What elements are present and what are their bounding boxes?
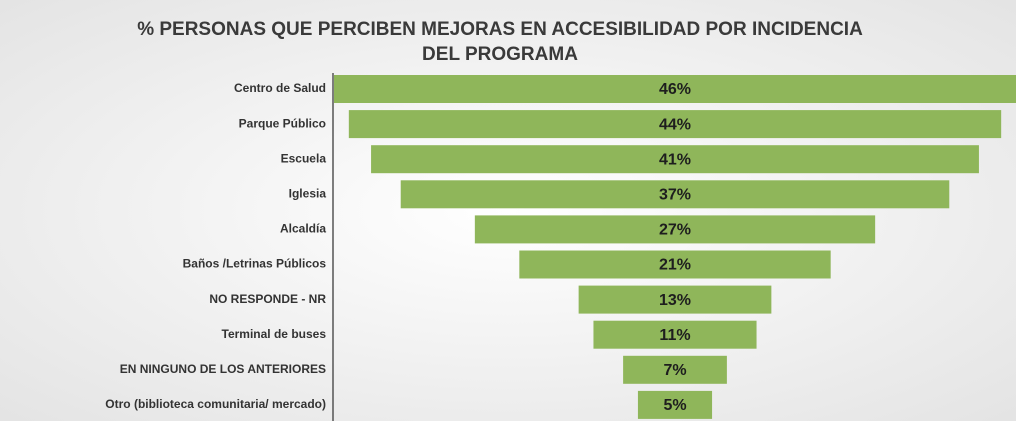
bar (593, 320, 757, 349)
category-label: Alcaldía (280, 222, 326, 236)
value-label: 46% (659, 81, 691, 98)
value-label: 7% (663, 362, 686, 379)
value-label: 5% (663, 397, 686, 414)
category-label: Escuela (281, 151, 327, 165)
chart-title: DEL PROGRAMA (422, 44, 578, 65)
value-label: 21% (659, 257, 691, 274)
category-label: Baños /Letrinas Públicos (183, 257, 327, 271)
bar (334, 75, 1016, 103)
value-label: 11% (659, 327, 690, 344)
value-label: 44% (659, 116, 691, 133)
category-label: Parque Público (239, 116, 326, 130)
category-label: NO RESPONDE - NR (209, 292, 326, 306)
category-label: Iglesia (289, 186, 327, 200)
value-label: 13% (659, 292, 691, 309)
value-label: 27% (659, 222, 691, 239)
bar (623, 355, 727, 384)
bar (578, 285, 772, 314)
chart-title: % PERSONAS QUE PERCIBEN MEJORAS EN ACCES… (137, 19, 863, 40)
bar (371, 145, 979, 174)
bar (519, 250, 831, 279)
bar (474, 215, 876, 244)
category-label: Centro de Salud (234, 81, 326, 95)
value-label: 37% (659, 187, 691, 204)
category-label: Otro (biblioteca comunitaria/ mercado) (105, 397, 326, 411)
bar (400, 180, 950, 209)
bar (348, 110, 1002, 139)
value-label: 41% (659, 151, 691, 168)
bar (637, 390, 713, 419)
category-label: EN NINGUNO DE LOS ANTERIORES (120, 362, 326, 376)
category-label: Terminal de buses (222, 327, 327, 341)
